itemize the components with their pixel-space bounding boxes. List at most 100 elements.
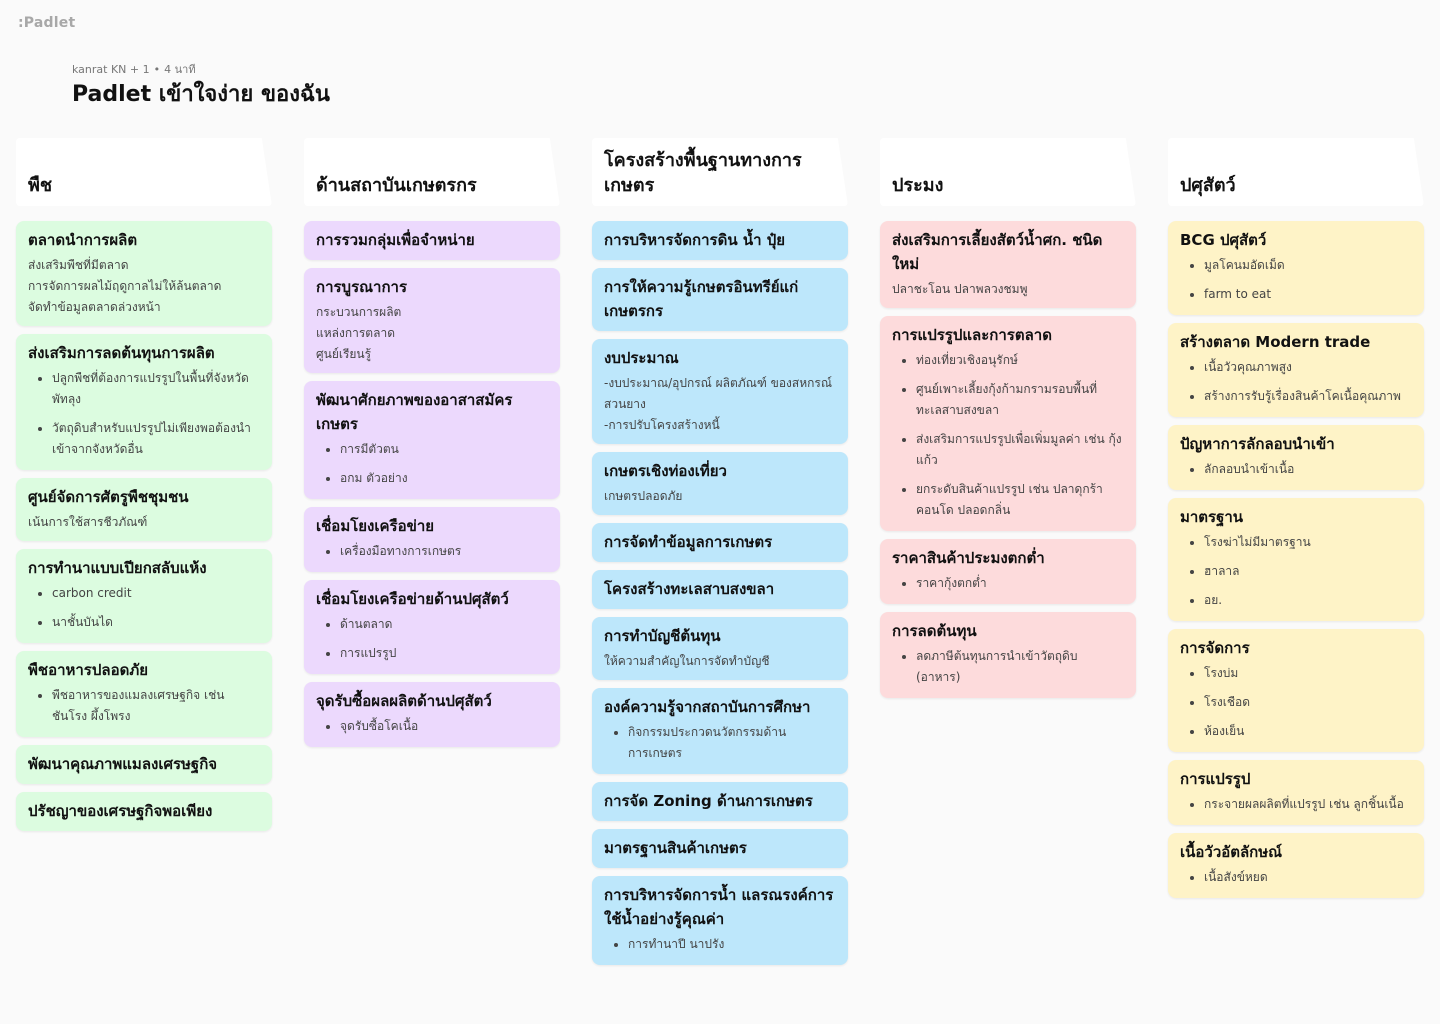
bullet-item: พืชอาหารของแมลงเศรษฐกิจ เช่น ชันโรง ผึ้ง…	[52, 685, 260, 727]
post-title: การบูรณาการ	[316, 278, 408, 296]
post-card[interactable]: การทำนาแบบเปียกสลับแห้ง carbon credit นาชั…	[16, 549, 272, 643]
post-body: เน้นการใช้สารชีวภัณฑ์	[28, 515, 148, 529]
post-card[interactable]: การทำบัญชีต้นทุนให้ความสำคัญในการจัดทำบั…	[592, 617, 848, 680]
column-header[interactable]: พืช	[16, 138, 272, 206]
post-card[interactable]: การแปรรูปกระจายผลผลิตที่แปรรูป เช่น ลูกช…	[1168, 760, 1424, 825]
post-card[interactable]: การจัดการโรงบ่มโรงเชือดห้องเย็น	[1168, 629, 1424, 752]
card-list: BCG ปศุสัตว์มูลโคนมอัดเม็ด farm to eat สร้…	[1168, 221, 1424, 906]
post-body: ส่งเสริมพืชที่มีตลาด การจัดการผลไม้ฤดูกา…	[28, 258, 222, 314]
card-list: การรวมกลุ่มเพื่อจำหน่ายการบูรณาการกระบวน…	[304, 221, 560, 755]
post-title: พืชอาหารปลอดภัย	[28, 661, 149, 679]
post-bullet-list: พืชอาหารของแมลงเศรษฐกิจ เช่น ชันโรง ผึ้ง…	[28, 685, 260, 727]
post-card[interactable]: ราคาสินค้าประมงตกต่ำราคากุ้งตกต่ำ	[880, 539, 1136, 604]
post-title: การบริหารจัดการดิน น้ำ ปุ๋ย	[604, 231, 786, 249]
post-bullet-list: ลักลอบนำเข้าเนื้อ	[1180, 459, 1412, 480]
post-title: พัฒนาศักยภาพของอาสาสมัครเกษตร	[316, 391, 513, 433]
post-title: การให้ความรู้เกษตรอินทรีย์แก่เกษตรกร	[604, 278, 799, 320]
post-card[interactable]: การลดต้นทุนลดภาษีต้นทุนการนำเข้าวัตถุดิบ…	[880, 612, 1136, 698]
post-card[interactable]: เชื่อมโยงเครือข่ายด้านปศุสัตว์ด้านตลาดกา…	[304, 580, 560, 674]
post-card[interactable]: ส่งเสริมการลดต้นทุนการผลิตปลูกพืชที่ต้อง…	[16, 334, 272, 470]
post-card[interactable]: ปัญหาการลักลอบนำเข้าลักลอบนำเข้าเนื้อ	[1168, 425, 1424, 490]
column-header[interactable]: โครงสร้างพื้นฐานทางการเกษตร	[592, 138, 848, 206]
column: ด้านสถาบันเกษตรกรการรวมกลุ่มเพื่อจำหน่าย…	[304, 138, 560, 1024]
bullet-item: ศูนย์เพาะเลี้ยงกุ้งก้ามกรามรอบพื้นที่ทะเ…	[916, 379, 1124, 421]
post-card[interactable]: การบูรณาการกระบวนการผลิต แหล่งการตลาด ศู…	[304, 268, 560, 373]
post-bullet-list: ราคากุ้งตกต่ำ	[892, 573, 1124, 594]
post-card[interactable]: งบประมาณ -งบประมาณ/อุปกรณ์ ผลิตภัณฑ์ ของส…	[592, 339, 848, 444]
post-bullet-list: โรงบ่มโรงเชือดห้องเย็น	[1180, 663, 1412, 742]
bullet-item: ลักลอบนำเข้าเนื้อ	[1204, 459, 1412, 480]
post-card[interactable]: เกษตรเชิงท่องเที่ยว เกษตรปลอดภัย	[592, 452, 848, 515]
post-title: ปัญหาการลักลอบนำเข้า	[1180, 435, 1335, 453]
post-title: ราคาสินค้าประมงตกต่ำ	[892, 549, 1045, 567]
updated-time: 4 นาที	[164, 63, 196, 76]
post-title: การจัดทำข้อมูลการเกษตร	[604, 533, 773, 551]
post-card[interactable]: การรวมกลุ่มเพื่อจำหน่าย	[304, 221, 560, 260]
post-title: การบริหารจัดการน้ำ แลรณรงค์การใช้น้ำอย่า…	[604, 886, 834, 928]
post-title: BCG ปศุสัตว์	[1180, 231, 1267, 249]
bullet-item: ปลูกพืชที่ต้องการแปรรูปในพื้นที่จังหวัดพ…	[52, 368, 260, 410]
post-title: การจัด Zoning ด้านการเกษตร	[604, 792, 813, 810]
column-header[interactable]: ด้านสถาบันเกษตรกร	[304, 138, 560, 206]
post-card[interactable]: การบริหารจัดการดิน น้ำ ปุ๋ย	[592, 221, 848, 260]
post-card[interactable]: ศูนย์จัดการศัตรูพืชชุมชน เน้นการใช้สารชีว…	[16, 478, 272, 541]
post-card[interactable]: สร้างตลาด Modern trade เนื้อวัวคุณภาพสูงส…	[1168, 323, 1424, 417]
post-card[interactable]: เชื่อมโยงเครือข่ายเครื่องมือทางการเกษตร	[304, 507, 560, 572]
post-card[interactable]: องค์ความรู้จากสถาบันการศึกษากิจกรรมประกว…	[592, 688, 848, 774]
post-bullet-list: จุดรับซื้อโคเนื้อ	[316, 716, 548, 737]
post-title: ส่งเสริมการลดต้นทุนการผลิต	[28, 344, 215, 362]
post-card[interactable]: การจัด Zoning ด้านการเกษตร	[592, 782, 848, 821]
post-title: เชื่อมโยงเครือข่ายด้านปศุสัตว์	[316, 590, 509, 608]
author-names: kanrat KN + 1	[72, 63, 150, 76]
post-body: -งบประมาณ/อุปกรณ์ ผลิตภัณฑ์ ของสหกรณ์สวน…	[604, 376, 832, 432]
post-title: การแปรรูปและการตลาด	[892, 326, 1052, 344]
bullet-item: จุดรับซื้อโคเนื้อ	[340, 716, 548, 737]
post-body: ให้ความสำคัญในการจัดทำบัญชี	[604, 654, 770, 668]
column-header[interactable]: ปศุสัตว์	[1168, 138, 1424, 206]
bullet-item: การมีตัวตน	[340, 439, 548, 460]
post-card[interactable]: มาตรฐานโรงฆ่าไม่มีมาตรฐานฮาลาลอย.	[1168, 498, 1424, 621]
post-card[interactable]: ปรัชญาของเศรษฐกิจพอเพียง	[16, 792, 272, 831]
card-list: ส่งเสริมการเลี้ยงสัตว์น้ำศก. ชนิดใหม่ ปลา…	[880, 221, 1136, 706]
board-title: Padlet เข้าใจง่าย ของฉัน	[72, 82, 330, 107]
bullet-item: กระจายผลผลิตที่แปรรูป เช่น ลูกชิ้นเนื้อ	[1204, 794, 1412, 815]
post-card[interactable]: ตลาดนำการผลิตส่งเสริมพืชที่มีตลาด การจัด…	[16, 221, 272, 326]
bullet-item: มูลโคนมอัดเม็ด	[1204, 255, 1412, 276]
post-card[interactable]: การบริหารจัดการน้ำ แลรณรงค์การใช้น้ำอย่า…	[592, 876, 848, 965]
bullet-item: ลดภาษีต้นทุนการนำเข้าวัตถุดิบ (อาหาร)	[916, 646, 1124, 688]
post-card[interactable]: ส่งเสริมการเลี้ยงสัตว์น้ำศก. ชนิดใหม่ ปลา…	[880, 221, 1136, 308]
column-header[interactable]: ประมง	[880, 138, 1136, 206]
card-list: ตลาดนำการผลิตส่งเสริมพืชที่มีตลาด การจัด…	[16, 221, 272, 839]
padlet-logo[interactable]: :Padlet	[18, 15, 76, 31]
post-card[interactable]: พัฒนาศักยภาพของอาสาสมัครเกษตรการมีตัวตนอ…	[304, 381, 560, 499]
post-card[interactable]: พืชอาหารปลอดภัยพืชอาหารของแมลงเศรษฐกิจ เ…	[16, 651, 272, 737]
post-card[interactable]: การจัดทำข้อมูลการเกษตร	[592, 523, 848, 562]
column: โครงสร้างพื้นฐานทางการเกษตรการบริหารจัดก…	[592, 138, 848, 1024]
post-card[interactable]: มาตรฐานสินค้าเกษตร	[592, 829, 848, 868]
post-card[interactable]: เนื้อวัวอัตลักษณ์เนื้อสังข์หยด	[1168, 833, 1424, 898]
post-title: งบประมาณ	[604, 349, 679, 367]
bullet-item: นาชั้นบันได	[52, 612, 260, 633]
post-card[interactable]: พัฒนาคุณภาพแมลงเศรษฐกิจ	[16, 745, 272, 784]
post-card[interactable]: จุดรับซื้อผลผลิตด้านปศุสัตว์จุดรับซื้อโค…	[304, 682, 560, 747]
post-card[interactable]: การแปรรูปและการตลาดท่องเที่ยวเชิงอนุรักษ…	[880, 316, 1136, 531]
bullet-item: เนื้อสังข์หยด	[1204, 867, 1412, 888]
post-title: มาตรฐานสินค้าเกษตร	[604, 839, 747, 857]
post-title: ตลาดนำการผลิต	[28, 231, 138, 249]
bullet-item: เครื่องมือทางการเกษตร	[340, 541, 548, 562]
post-bullet-list: กระจายผลผลิตที่แปรรูป เช่น ลูกชิ้นเนื้อ	[1180, 794, 1412, 815]
post-bullet-list: carbon credit นาชั้นบันได	[28, 583, 260, 633]
bullet-item: วัตถุดิบสำหรับแปรรูปไม่เพียงพอต้องนำเข้า…	[52, 418, 260, 460]
post-title: การทำบัญชีต้นทุน	[604, 627, 721, 645]
post-title: เนื้อวัวอัตลักษณ์	[1180, 843, 1283, 861]
post-title: เชื่อมโยงเครือข่าย	[316, 517, 435, 535]
post-bullet-list: ท่องเที่ยวเชิงอนุรักษ์ศูนย์เพาะเลี้ยงกุ้…	[892, 350, 1124, 521]
post-card[interactable]: BCG ปศุสัตว์มูลโคนมอัดเม็ด farm to eat	[1168, 221, 1424, 315]
post-body: เกษตรปลอดภัย	[604, 489, 683, 503]
post-card[interactable]: โครงสร้างทะเลสาบสงขลา	[592, 570, 848, 609]
post-body: กระบวนการผลิต แหล่งการตลาด ศูนย์เรียนรู้	[316, 305, 402, 361]
post-card[interactable]: การให้ความรู้เกษตรอินทรีย์แก่เกษตรกร	[592, 268, 848, 331]
bullet-item: ท่องเที่ยวเชิงอนุรักษ์	[916, 350, 1124, 371]
bullet-item: ส่งเสริมการแปรรูปเพื่อเพิ่มมูลค่า เช่น ก…	[916, 429, 1124, 471]
post-bullet-list: เนื้อสังข์หยด	[1180, 867, 1412, 888]
